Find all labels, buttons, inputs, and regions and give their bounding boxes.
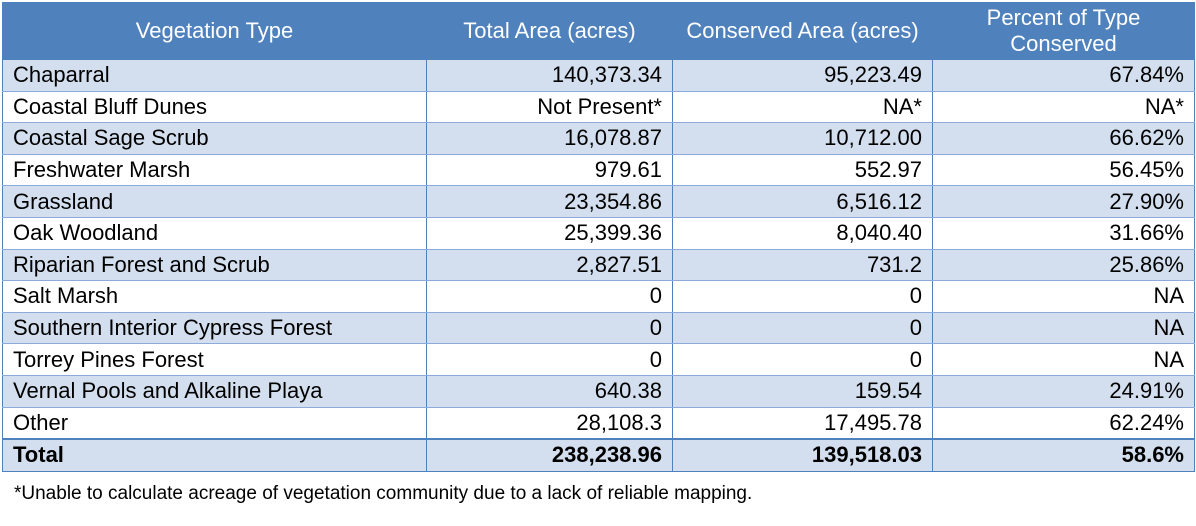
total-conserved-area-cell: 139,518.03 xyxy=(672,438,933,472)
conserved-area-cell: 731.2 xyxy=(672,249,933,282)
conserved-area-cell: 6,516.12 xyxy=(672,185,933,218)
percent-conserved-cell: NA xyxy=(932,343,1195,376)
table-row: Coastal Bluff Dunes Not Present* NA* NA* xyxy=(2,91,1195,124)
total-row: Total 238,238.96 139,518.03 58.6% xyxy=(2,438,1195,472)
table-body: Chaparral 140,373.34 95,223.49 67.84% Coasta… xyxy=(2,59,1195,472)
conserved-area-cell: 0 xyxy=(672,280,933,313)
total-area-cell: 640.38 xyxy=(426,375,673,408)
total-area-cell: 2,827.51 xyxy=(426,249,673,282)
total-area-cell: Not Present* xyxy=(426,91,673,124)
vegetation-type-cell: Oak Woodland xyxy=(2,217,427,250)
percent-conserved-cell: 27.90% xyxy=(932,185,1195,218)
total-area-cell: 23,354.86 xyxy=(426,185,673,218)
vegetation-type-cell: Southern Interior Cypress Forest xyxy=(2,312,427,345)
total-area-cell: 979.61 xyxy=(426,154,673,187)
percent-conserved-cell: 67.84% xyxy=(932,59,1195,92)
table-row: Salt Marsh 0 0 NA xyxy=(2,280,1195,313)
vegetation-type-cell: Torrey Pines Forest xyxy=(2,343,427,376)
percent-conserved-cell: 25.86% xyxy=(932,249,1195,282)
vegetation-table-container: Vegetation Type Total Area (acres) Conse… xyxy=(2,2,1195,472)
conserved-area-cell: NA* xyxy=(672,91,933,124)
vegetation-type-cell: Chaparral xyxy=(2,59,427,92)
total-area-cell: 0 xyxy=(426,280,673,313)
header-conserved-area: Conserved Area (acres) xyxy=(672,2,933,60)
table-row: Chaparral 140,373.34 95,223.49 67.84% xyxy=(2,59,1195,92)
header-percent-conserved: Percent of Type Conserved xyxy=(932,2,1195,60)
vegetation-type-cell: Coastal Bluff Dunes xyxy=(2,91,427,124)
total-percent-conserved-cell: 58.6% xyxy=(932,438,1195,472)
percent-conserved-cell: 66.62% xyxy=(932,122,1195,155)
table-row: Coastal Sage Scrub 16,078.87 10,712.00 66.6… xyxy=(2,122,1195,155)
header-row: Vegetation Type Total Area (acres) Conse… xyxy=(2,2,1195,60)
conserved-area-cell: 8,040.40 xyxy=(672,217,933,250)
vegetation-type-cell: Grassland xyxy=(2,185,427,218)
vegetation-type-cell: Salt Marsh xyxy=(2,280,427,313)
conserved-area-cell: 95,223.49 xyxy=(672,59,933,92)
total-area-cell: 140,373.34 xyxy=(426,59,673,92)
total-area-cell: 25,399.36 xyxy=(426,217,673,250)
footnote: *Unable to calculate acreage of vegetati… xyxy=(14,483,753,504)
percent-conserved-cell: 24.91% xyxy=(932,375,1195,408)
total-area-cell: 0 xyxy=(426,343,673,376)
vegetation-type-cell: Coastal Sage Scrub xyxy=(2,122,427,155)
vegetation-table: Vegetation Type Total Area (acres) Conse… xyxy=(2,2,1195,472)
conserved-area-cell: 17,495.78 xyxy=(672,407,933,440)
conserved-area-cell: 552.97 xyxy=(672,154,933,187)
total-area-cell: 0 xyxy=(426,312,673,345)
table-row: Freshwater Marsh 979.61 552.97 56.45% xyxy=(2,154,1195,187)
header-total-area: Total Area (acres) xyxy=(426,2,673,60)
percent-conserved-cell: 62.24% xyxy=(932,407,1195,440)
conserved-area-cell: 0 xyxy=(672,343,933,376)
table-row: Riparian Forest and Scrub 2,827.51 731.2 25… xyxy=(2,249,1195,282)
total-total-area-cell: 238,238.96 xyxy=(426,438,673,472)
header-vegetation-type: Vegetation Type xyxy=(2,2,427,60)
table-row: Other 28,108.3 17,495.78 62.24% xyxy=(2,407,1195,440)
percent-conserved-cell: NA xyxy=(932,280,1195,313)
table-row: Grassland 23,354.86 6,516.12 27.90% xyxy=(2,185,1195,218)
total-area-cell: 28,108.3 xyxy=(426,407,673,440)
vegetation-type-cell: Other xyxy=(2,407,427,440)
table-row: Oak Woodland 25,399.36 8,040.40 31.66% xyxy=(2,217,1195,250)
total-area-cell: 16,078.87 xyxy=(426,122,673,155)
vegetation-type-cell: Freshwater Marsh xyxy=(2,154,427,187)
table-row: Southern Interior Cypress Forest 0 0 NA xyxy=(2,312,1195,345)
vegetation-type-cell: Riparian Forest and Scrub xyxy=(2,249,427,282)
conserved-area-cell: 0 xyxy=(672,312,933,345)
conserved-area-cell: 159.54 xyxy=(672,375,933,408)
percent-conserved-cell: NA* xyxy=(932,91,1195,124)
table-row: Vernal Pools and Alkaline Playa 640.38 159… xyxy=(2,375,1195,408)
vegetation-type-cell: Vernal Pools and Alkaline Playa xyxy=(2,375,427,408)
percent-conserved-cell: NA xyxy=(932,312,1195,345)
percent-conserved-cell: 56.45% xyxy=(932,154,1195,187)
conserved-area-cell: 10,712.00 xyxy=(672,122,933,155)
total-vegetation-type-cell: Total xyxy=(2,438,427,472)
table-row: Torrey Pines Forest 0 0 NA xyxy=(2,343,1195,376)
percent-conserved-cell: 31.66% xyxy=(932,217,1195,250)
